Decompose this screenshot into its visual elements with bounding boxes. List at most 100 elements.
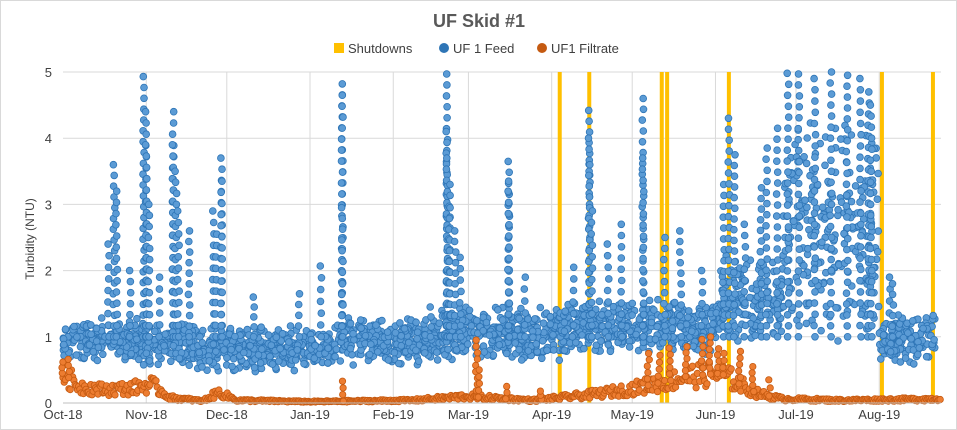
uf1-feed-point bbox=[730, 215, 738, 223]
uf1-feed-point bbox=[729, 311, 738, 320]
uf1-feed-point bbox=[504, 310, 513, 319]
uf1-filtrate-point bbox=[654, 372, 662, 380]
uf1-filtrate-point bbox=[152, 377, 160, 385]
uf1-feed-point bbox=[843, 104, 852, 112]
uf1-feed-point bbox=[348, 350, 356, 359]
uf1-feed-point bbox=[588, 253, 596, 261]
uf1-feed-point bbox=[585, 128, 594, 136]
uf1-feed-point bbox=[264, 331, 273, 339]
uf1-feed-point bbox=[888, 279, 897, 288]
uf1-feed-point bbox=[397, 341, 406, 350]
uf1-feed-point bbox=[538, 336, 547, 345]
uf1-feed-point bbox=[709, 320, 717, 328]
uf1-feed-point bbox=[274, 357, 283, 365]
uf1-feed-point bbox=[145, 211, 154, 220]
uf1-feed-point bbox=[783, 267, 792, 275]
uf1-feed-point bbox=[515, 314, 523, 323]
uf1-feed-point bbox=[661, 310, 669, 319]
uf1-filtrate-point bbox=[736, 347, 745, 355]
x-tick-label: Oct-18 bbox=[43, 407, 82, 422]
uf1-feed-point bbox=[856, 142, 865, 150]
uf1-feed-point bbox=[794, 179, 803, 188]
uf1-feed-point bbox=[249, 293, 258, 301]
uf1-filtrate-point bbox=[503, 388, 511, 397]
uf1-filtrate-point bbox=[692, 384, 700, 392]
uf1-feed-point bbox=[617, 231, 626, 240]
uf1-feed-point bbox=[569, 263, 578, 272]
uf1-feed-point bbox=[866, 211, 875, 220]
uf1-feed-point bbox=[811, 332, 819, 341]
uf1-feed-point bbox=[175, 298, 183, 307]
uf1-feed-point bbox=[639, 265, 647, 274]
uf1-feed-point bbox=[843, 332, 852, 341]
uf1-feed-point bbox=[338, 332, 347, 341]
uf1-filtrate-point bbox=[748, 375, 757, 383]
uf1-feed-point bbox=[866, 101, 875, 109]
uf1-filtrate-point bbox=[472, 336, 480, 344]
uf1-feed-point bbox=[639, 210, 648, 218]
uf1-feed-point bbox=[240, 348, 248, 357]
uf1-feed-point bbox=[126, 288, 135, 297]
uf1-feed-point bbox=[349, 329, 357, 338]
uf1-feed-point bbox=[603, 251, 612, 260]
uf1-filtrate-point bbox=[720, 349, 728, 357]
uf1-feed-point bbox=[639, 288, 647, 296]
uf1-feed-point bbox=[185, 332, 193, 341]
uf1-feed-point bbox=[867, 222, 876, 231]
uf1-feed-point bbox=[783, 91, 792, 100]
uf1-feed-point bbox=[357, 324, 365, 332]
uf1-feed-point bbox=[199, 326, 207, 335]
uf1-filtrate-point bbox=[472, 342, 480, 350]
uf1-feed-point bbox=[795, 289, 804, 297]
uf1-feed-point bbox=[173, 207, 182, 215]
uf1-filtrate-point bbox=[681, 372, 690, 381]
uf1-feed-point bbox=[677, 279, 685, 288]
uf1-feed-point bbox=[617, 287, 625, 296]
uf1-feed-point bbox=[456, 276, 465, 284]
uf1-feed-point bbox=[495, 324, 504, 332]
uf1-feed-point bbox=[175, 287, 184, 295]
uf1-feed-point bbox=[827, 156, 835, 165]
uf1-feed-point bbox=[876, 355, 885, 363]
uf1-filtrate-point bbox=[706, 339, 714, 347]
uf1-feed-point bbox=[639, 198, 647, 207]
uf1-filtrate-point bbox=[683, 343, 691, 351]
uf1-feed-point bbox=[851, 182, 860, 190]
uf1-feed-point bbox=[698, 277, 707, 286]
uf1-feed-point bbox=[216, 299, 225, 308]
uf1-feed-point bbox=[763, 255, 771, 263]
uf1-feed-point bbox=[843, 322, 851, 330]
uf1-feed-point bbox=[784, 113, 793, 121]
uf1-feed-point bbox=[889, 301, 898, 309]
uf1-filtrate-point bbox=[475, 366, 483, 374]
uf1-feed-point bbox=[142, 119, 150, 127]
uf1-feed-point bbox=[795, 311, 804, 319]
uf1-feed-point bbox=[810, 321, 818, 330]
uf1-feed-point bbox=[316, 285, 325, 294]
uf1-feed-point bbox=[337, 135, 346, 143]
uf1-feed-points bbox=[59, 68, 939, 376]
uf1-feed-point bbox=[505, 332, 514, 341]
uf1-feed-point bbox=[842, 158, 851, 167]
uf1-feed-point bbox=[660, 288, 669, 297]
uf1-feed-point bbox=[595, 297, 604, 306]
uf1-feed-point bbox=[795, 103, 804, 111]
uf1-feed-point bbox=[337, 290, 346, 299]
uf1-feed-point bbox=[638, 116, 647, 124]
uf1-feed-point bbox=[383, 328, 392, 336]
y-tick-label: 4 bbox=[45, 131, 52, 146]
uf1-feed-point bbox=[856, 97, 865, 105]
uf1-feed-point bbox=[757, 205, 766, 213]
uf1-feed-point bbox=[85, 341, 94, 349]
uf1-feed-point bbox=[592, 341, 601, 350]
uf1-feed-point bbox=[174, 230, 183, 238]
uf1-feed-point bbox=[346, 344, 355, 353]
uf1-feed-point bbox=[316, 262, 325, 270]
uf1-feed-point bbox=[412, 318, 420, 327]
uf1-feed-point bbox=[588, 207, 597, 215]
uf1-feed-point bbox=[218, 255, 227, 263]
uf1-feed-point bbox=[555, 356, 564, 365]
uf1-feed-point bbox=[113, 299, 121, 308]
uf1-feed-point bbox=[396, 319, 404, 327]
